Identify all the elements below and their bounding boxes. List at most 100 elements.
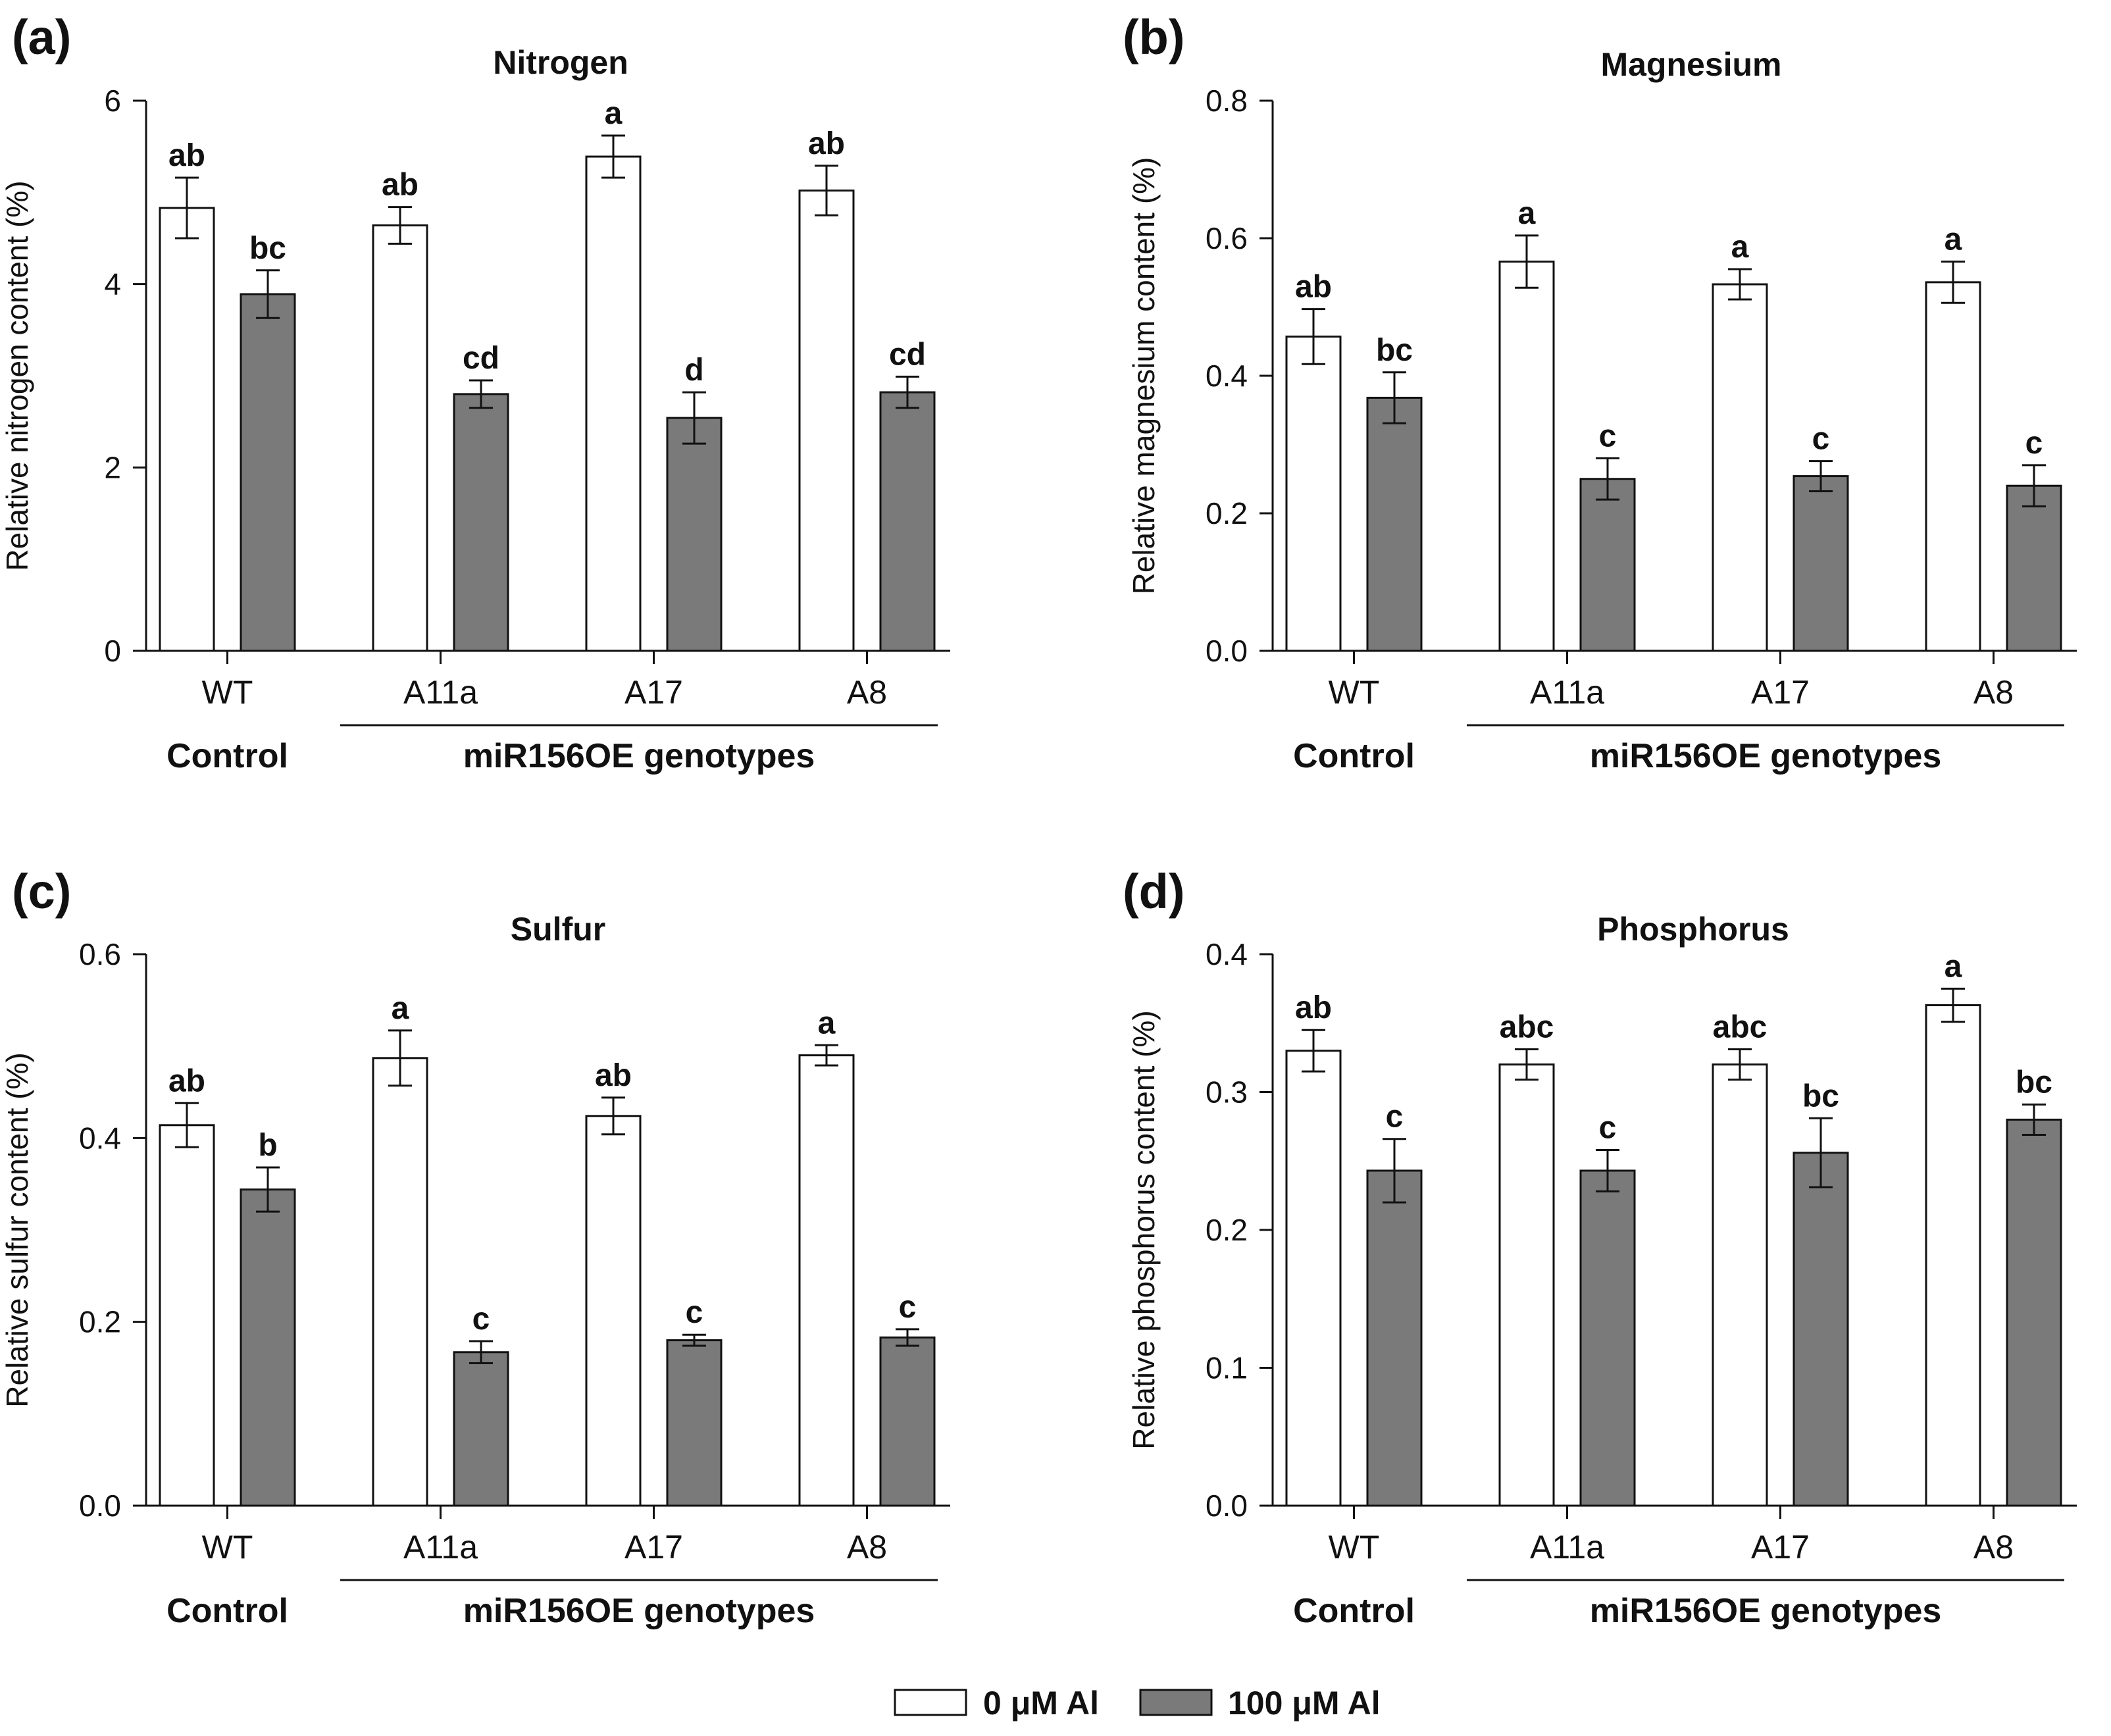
legend-label-control: 0 μM Al [983,1685,1099,1722]
y-axis-title: Relative magnesium content (%) [1127,157,1161,595]
bar-al-A11a [453,393,509,652]
category-label: A11a [403,1529,478,1566]
significance-label: a [1945,949,1962,984]
bar-al-A17 [1793,475,1849,652]
significance-label: bc [1802,1079,1839,1113]
panel-label: (c) [12,864,71,919]
bar-control-A8 [798,1054,855,1507]
category-label: WT [1329,1529,1380,1566]
category-label: A11a [403,674,478,711]
group-label-control: Control [166,737,288,775]
y-tick-label: 0.3 [1206,1075,1248,1110]
significance-label: cd [889,337,926,372]
bar-al-A17 [666,1339,723,1507]
bar-control-WT [1285,1050,1342,1507]
group-label-genotypes: miR156OE genotypes [1590,1592,1942,1630]
bar-al-WT [1366,1169,1423,1507]
significance-label: b [258,1128,277,1163]
bar-al-A11a [1579,1169,1636,1507]
significance-label: d [684,353,703,388]
bar-control-WT [1285,335,1342,652]
significance-label: c [1812,422,1830,457]
legend-label-al: 100 μM Al [1228,1685,1381,1722]
category-label: A8 [1973,674,2014,711]
y-tick-label: 0.0 [79,1489,121,1523]
significance-label: ab [1295,270,1332,305]
significance-label: bc [1376,333,1413,368]
significance-label: abc [1713,1010,1768,1045]
category-label: A8 [847,674,887,711]
bar-control-A11a [1498,1063,1555,1507]
y-tick-label: 0.4 [1206,359,1248,393]
chart-title: Sulfur [511,911,605,948]
bar-control-A11a [1498,261,1555,652]
category-label: A17 [624,674,683,711]
significance-label: ab [595,1058,632,1093]
significance-label: a [605,96,623,131]
category-label: WT [202,1529,253,1566]
significance-label: a [1518,196,1536,231]
bar-al-WT [1366,396,1423,652]
significance-label: ab [382,168,419,203]
y-tick-label: 2 [104,450,121,484]
y-tick-label: 0.4 [79,1121,121,1155]
significance-label: a [1945,222,1962,257]
panel-label: (b) [1123,10,1185,64]
significance-label: bc [249,231,286,266]
bar-al-A11a [1579,478,1636,652]
significance-label: c [686,1295,703,1330]
bar-control-A8 [1925,281,1981,652]
bar-control-A17 [1712,1063,1768,1507]
bar-al-A8 [2006,1118,2062,1507]
category-label: A11a [1530,674,1604,711]
y-tick-label: 4 [104,267,121,301]
y-tick-label: 0.1 [1206,1351,1248,1385]
bar-al-A8 [879,391,936,652]
category-label: A17 [1751,1529,1810,1566]
bar-control-A17 [585,1115,642,1507]
y-tick-label: 0.0 [1206,1489,1248,1523]
significance-label: a [818,1006,836,1040]
significance-label: c [1599,1110,1617,1145]
bar-al-A17 [1793,1152,1849,1507]
group-label-genotypes: miR156OE genotypes [463,1592,815,1630]
category-label: A8 [1973,1529,2014,1566]
significance-label: c [899,1290,917,1325]
bar-al-A11a [453,1351,509,1507]
category-label: A17 [1751,674,1810,711]
y-tick-label: 0.6 [79,937,121,971]
bar-al-A17 [666,417,723,652]
significance-label: ab [168,1063,205,1098]
panel-label: (d) [1123,864,1185,919]
y-tick-label: 0.6 [1206,221,1248,255]
bar-control-A8 [798,190,855,652]
category-label: A8 [847,1529,887,1566]
bar-al-WT [240,1188,296,1507]
significance-label: c [1599,419,1617,453]
y-tick-label: 0.2 [79,1305,121,1339]
group-label-control: Control [166,1592,288,1630]
bar-control-A11a [372,1057,428,1507]
significance-label: a [392,991,409,1026]
legend-swatch-control [894,1689,967,1716]
bar-control-WT [159,1124,215,1507]
chart-title: Nitrogen [493,44,628,81]
category-label: WT [202,674,253,711]
significance-label: c [1386,1100,1404,1135]
y-tick-label: 0.8 [1206,84,1248,118]
group-label-control: Control [1293,737,1415,775]
bar-al-WT [240,293,296,652]
y-tick-label: 0.4 [1206,937,1248,971]
significance-label: ab [1295,990,1332,1025]
bar-control-A17 [585,155,642,652]
significance-label: abc [1500,1010,1554,1045]
group-label-control: Control [1293,1592,1415,1630]
significance-label: cd [463,341,499,376]
y-tick-label: 0.0 [1206,634,1248,668]
chart-title: Magnesium [1600,46,1781,83]
significance-label: c [2025,426,2043,461]
y-tick-label: 0.2 [1206,496,1248,530]
significance-label: ab [168,138,205,173]
y-axis-title: Relative phosphorus content (%) [1127,1010,1161,1449]
